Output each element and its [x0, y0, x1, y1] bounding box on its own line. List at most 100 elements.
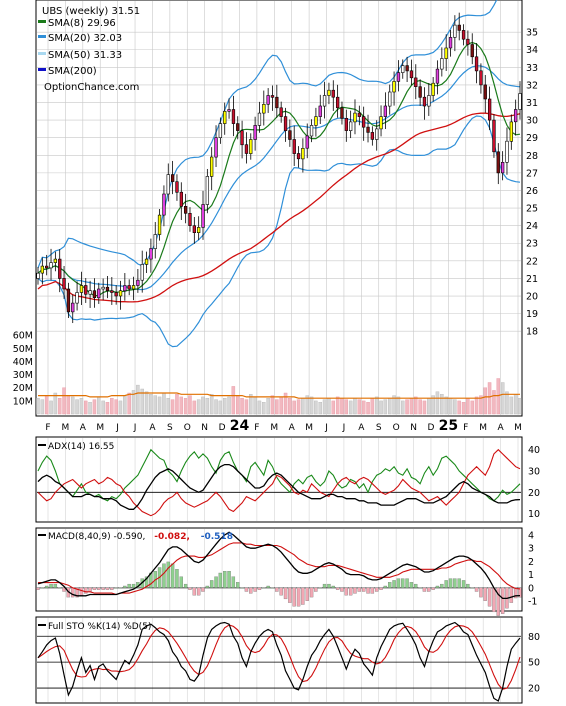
volume-bar	[461, 402, 466, 415]
candle-body	[383, 105, 388, 117]
candle-body	[236, 123, 240, 131]
candle-body	[301, 148, 305, 160]
x-tick-label: J	[115, 423, 119, 433]
sto-label: Full STO %K(14) %D(5)	[48, 622, 151, 632]
volume-bar	[388, 398, 392, 415]
volume-bar	[118, 400, 123, 415]
x-tick-label: O	[184, 423, 191, 433]
volume-bar	[409, 398, 414, 415]
macd-hist-bar	[453, 578, 457, 589]
price-x-axis: F M A M J J A S O N D 24 F M A M J J A S O N D 25 F M A M	[45, 418, 521, 434]
volume-bar	[392, 395, 396, 415]
volume-bar	[327, 398, 331, 415]
x-tick-label: M	[62, 423, 70, 433]
candle-body	[40, 265, 45, 274]
sto-k-line	[37, 621, 521, 702]
volume-bar	[214, 399, 218, 415]
sto-gridlines	[37, 618, 521, 702]
candle-body	[58, 258, 62, 279]
volume-bar	[149, 394, 153, 415]
candle-body	[197, 227, 201, 233]
adx-panel: 40 30 20 10 ADX(14) 16.55	[35, 436, 540, 523]
volume-tick-label: 20M	[13, 383, 33, 394]
x-tick-label: A	[289, 423, 296, 433]
y-tick-label: 40	[528, 445, 540, 456]
volume-bar	[309, 396, 314, 415]
price-tick-label: 22	[526, 256, 538, 267]
volume-tick-label: 30M	[13, 370, 33, 381]
candle-body	[505, 140, 509, 163]
sto-y-axis: 80 50 20	[528, 632, 540, 695]
candle-body	[257, 112, 262, 126]
volume-bar	[340, 398, 344, 415]
macd-hist-bar	[170, 563, 175, 589]
macd-hist-bar	[500, 587, 505, 614]
price-tick-label: 27	[526, 168, 538, 179]
candle-body	[348, 121, 353, 132]
macd-hist-bar	[314, 587, 318, 592]
volume-bar	[257, 400, 262, 415]
macd-hist-bar	[283, 587, 288, 600]
macd-hist-bar	[422, 587, 427, 592]
candle-body	[184, 206, 188, 214]
x-tick-label: O	[393, 423, 400, 433]
candle-body	[479, 70, 483, 86]
macd-signal-value: -0.082,	[154, 532, 190, 542]
macd-hist-bar	[405, 578, 409, 589]
x-tick-label: S	[376, 423, 382, 433]
volume-bar	[201, 396, 205, 415]
volume-bar	[144, 391, 149, 415]
macd-hist-bar	[92, 587, 97, 590]
volume-bar	[140, 388, 144, 415]
macd-hist-bar	[331, 585, 335, 589]
volume-bar	[487, 382, 492, 415]
volume-bar	[279, 396, 283, 415]
volume-bar	[53, 392, 58, 415]
candle-body	[127, 285, 131, 290]
macd-hist-bar	[418, 587, 422, 589]
price-tick-label: 26	[526, 186, 538, 197]
candle-body	[210, 156, 214, 177]
candle-body	[318, 105, 322, 117]
volume-bar	[49, 400, 53, 415]
volume-bar	[305, 395, 310, 415]
volume-bar	[218, 400, 223, 415]
macd-hist-bar	[348, 587, 353, 596]
macd-hist-bar	[305, 587, 309, 601]
macd-hist-bar	[179, 576, 183, 588]
candle-body	[105, 286, 110, 292]
macd-hist-bar	[188, 587, 192, 590]
candle-body	[92, 290, 97, 299]
volume-bar	[105, 402, 110, 415]
macd-hist-bar	[279, 587, 283, 596]
candle-body	[188, 213, 192, 226]
volume-bar	[518, 398, 522, 415]
volume-tick-label: 50M	[13, 344, 33, 355]
volume-bar	[453, 399, 457, 415]
x-tick-label: J	[324, 423, 328, 433]
candle-body	[101, 286, 105, 290]
macd-hist-bar	[201, 587, 205, 592]
legend-swatch-sma50	[38, 52, 46, 55]
candle-body	[244, 144, 249, 154]
candle-body	[231, 109, 236, 124]
price-tick-label: 24	[526, 221, 538, 232]
volume-bar	[344, 399, 349, 415]
volume-bar	[96, 396, 101, 415]
macd-hist-bar	[392, 580, 396, 588]
price-y-axis: 18 19 20 21 22 23 24 25 26 27 28 29 30 31 32 33 34 35	[526, 28, 538, 338]
volume-bar	[500, 382, 505, 415]
volume-tick-label: 40M	[13, 357, 33, 368]
candle-body	[205, 176, 210, 205]
macd-hist-bar	[361, 587, 366, 592]
macd-hist-bar	[244, 587, 249, 592]
candle-body	[44, 265, 49, 269]
volume-bar	[248, 394, 253, 415]
candle-body	[201, 204, 205, 228]
volume-tick-label: 60M	[13, 331, 33, 342]
candle-body	[344, 118, 349, 131]
sma50-line	[37, 112, 521, 303]
candle-body	[279, 107, 283, 117]
volume-bar	[374, 396, 379, 415]
volume-bar	[70, 396, 75, 415]
